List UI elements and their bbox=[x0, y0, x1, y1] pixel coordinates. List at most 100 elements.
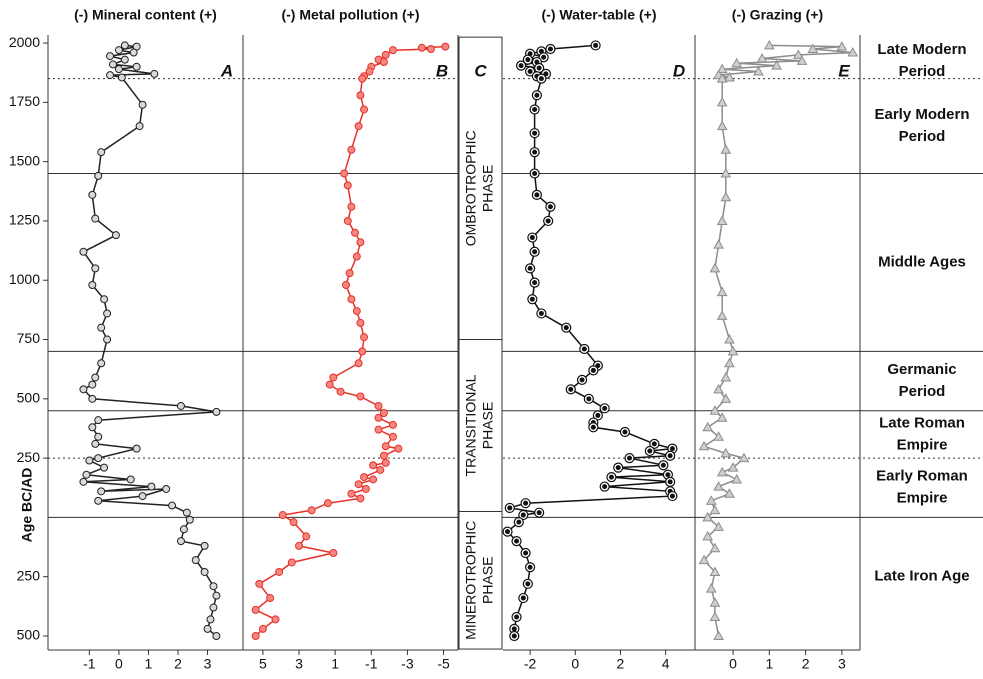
panel-letter: A bbox=[220, 61, 233, 80]
data-point bbox=[135, 122, 144, 131]
data-point bbox=[266, 594, 275, 603]
data-point-core bbox=[563, 325, 569, 331]
data-point-core bbox=[527, 564, 533, 570]
data-point bbox=[698, 440, 710, 451]
data-point bbox=[702, 530, 714, 541]
y-tick-label: 500 bbox=[17, 390, 41, 406]
data-point bbox=[79, 477, 88, 486]
data-point bbox=[713, 630, 724, 641]
data-point-core bbox=[518, 63, 524, 69]
data-point bbox=[724, 71, 735, 82]
x-tick-label: 1 bbox=[145, 656, 153, 672]
data-point-core bbox=[532, 171, 538, 177]
panel-title: (-) Grazing (+) bbox=[732, 7, 823, 23]
data-point bbox=[212, 407, 221, 416]
phase-label: PHASE bbox=[480, 402, 496, 449]
data-point bbox=[97, 487, 106, 496]
data-point-core bbox=[516, 519, 522, 525]
x-tick-label: -3 bbox=[401, 656, 414, 672]
data-point bbox=[114, 65, 123, 74]
data-point bbox=[278, 511, 287, 520]
data-point bbox=[709, 262, 721, 273]
phase-label: PHASE bbox=[480, 165, 496, 212]
data-point bbox=[369, 461, 378, 470]
phase-label: OMBROTROPHIC bbox=[463, 130, 479, 246]
data-point bbox=[724, 488, 735, 498]
y-tick-label: 250 bbox=[17, 449, 41, 465]
period-label: Period bbox=[899, 128, 946, 145]
data-point bbox=[94, 454, 103, 463]
data-point bbox=[720, 371, 732, 382]
data-point bbox=[100, 463, 109, 472]
data-point bbox=[329, 548, 338, 557]
data-point bbox=[182, 508, 191, 517]
data-point bbox=[388, 46, 397, 55]
data-point-core bbox=[536, 510, 542, 516]
data-point bbox=[381, 50, 390, 59]
data-point bbox=[727, 462, 739, 472]
data-point bbox=[709, 611, 721, 622]
x-tick-label: 3 bbox=[295, 656, 303, 672]
y-tick-label: 500 bbox=[17, 627, 41, 643]
panel-letter: E bbox=[838, 61, 850, 80]
data-point-core bbox=[651, 441, 657, 447]
data-point bbox=[126, 475, 135, 484]
data-point bbox=[374, 413, 383, 422]
data-point bbox=[379, 409, 388, 418]
data-point bbox=[354, 359, 363, 368]
data-point-core bbox=[547, 204, 553, 210]
data-point bbox=[179, 525, 188, 534]
panel-title: (-) Mineral content (+) bbox=[74, 7, 217, 23]
x-tick-label: 3 bbox=[838, 656, 846, 672]
period-label: Empire bbox=[897, 436, 948, 453]
data-point bbox=[713, 383, 724, 394]
data-point bbox=[132, 444, 141, 453]
data-point bbox=[358, 74, 367, 83]
data-point bbox=[295, 541, 304, 550]
data-point bbox=[176, 401, 185, 410]
data-point bbox=[347, 489, 356, 498]
data-point-core bbox=[529, 235, 535, 241]
data-point bbox=[289, 518, 298, 527]
data-point-core bbox=[665, 472, 671, 478]
data-point bbox=[258, 624, 267, 633]
data-point bbox=[203, 624, 212, 633]
data-point bbox=[340, 169, 349, 178]
data-point bbox=[381, 458, 390, 467]
data-point-core bbox=[525, 581, 531, 587]
data-point bbox=[756, 52, 768, 63]
data-point bbox=[713, 431, 724, 441]
series-line bbox=[254, 45, 446, 637]
data-point-core bbox=[669, 446, 675, 452]
data-point bbox=[97, 148, 106, 157]
data-point-core bbox=[536, 65, 542, 71]
data-point-core bbox=[626, 455, 632, 461]
data-point bbox=[271, 615, 280, 624]
data-point bbox=[168, 501, 177, 510]
data-point-core bbox=[525, 57, 531, 63]
y-tick-label: 1000 bbox=[9, 271, 40, 287]
data-point-core bbox=[532, 149, 538, 155]
data-point bbox=[720, 393, 732, 403]
data-point bbox=[356, 238, 365, 247]
data-point-core bbox=[622, 429, 628, 435]
data-point-core bbox=[538, 310, 544, 316]
data-point bbox=[796, 55, 808, 65]
data-point bbox=[716, 120, 728, 131]
data-point bbox=[716, 286, 728, 297]
y-tick-label: 1250 bbox=[9, 212, 40, 228]
data-point-core bbox=[608, 474, 614, 480]
data-point bbox=[88, 190, 97, 199]
y-tick-label: 250 bbox=[17, 567, 41, 583]
period-label: Late Roman bbox=[879, 414, 965, 431]
data-point bbox=[341, 280, 350, 289]
data-point bbox=[347, 202, 356, 211]
data-point bbox=[88, 280, 97, 289]
data-point bbox=[85, 456, 94, 465]
data-point bbox=[150, 69, 159, 78]
data-point-core bbox=[532, 130, 538, 136]
data-point bbox=[111, 231, 120, 240]
data-point bbox=[763, 39, 775, 50]
